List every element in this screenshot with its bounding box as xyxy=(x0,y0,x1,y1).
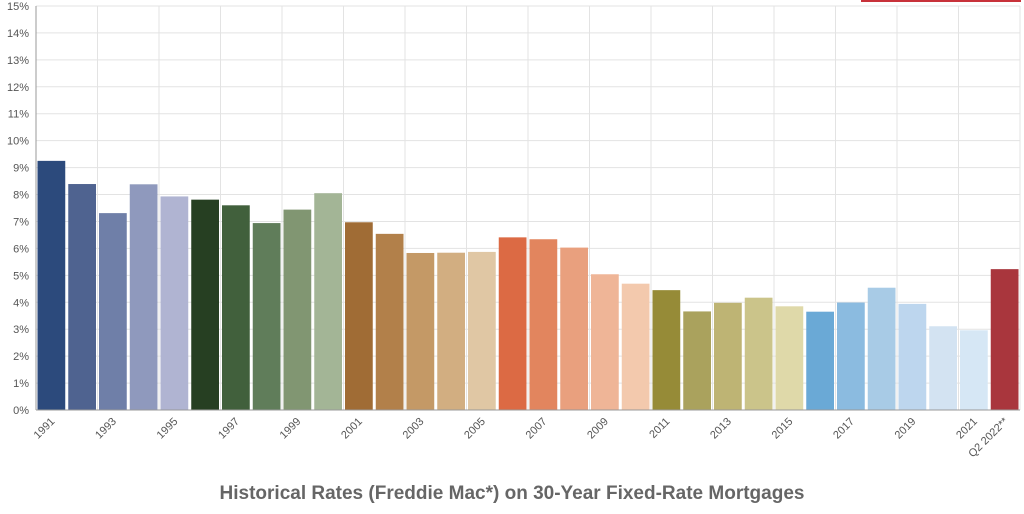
y-tick-label: 4% xyxy=(13,297,29,309)
bar-2002[interactable] xyxy=(375,233,404,410)
bar-1992[interactable] xyxy=(68,184,96,410)
chart-title: Historical Rates (Freddie Mac*) on 30-Ye… xyxy=(220,483,805,504)
x-tick-label: 2015 xyxy=(770,416,796,442)
bar-2006[interactable] xyxy=(498,237,527,410)
bar-1993[interactable] xyxy=(99,213,127,410)
bar-1994[interactable] xyxy=(129,184,158,410)
x-tick-label: 2001 xyxy=(339,416,365,442)
bar-1999[interactable] xyxy=(283,209,312,410)
y-tick-label: 13% xyxy=(7,55,29,67)
bar-2005[interactable] xyxy=(468,251,496,410)
y-tick-label: 1% xyxy=(13,378,29,390)
bar-1998[interactable] xyxy=(252,223,281,410)
bar-2012[interactable] xyxy=(683,311,711,410)
bar-2014[interactable] xyxy=(744,297,773,410)
y-tick-label: 11% xyxy=(8,109,29,121)
y-tick-label: 5% xyxy=(13,270,29,282)
x-tick-label: 2019 xyxy=(893,416,919,442)
bar-2019[interactable] xyxy=(898,303,927,410)
x-tick-label: 1995 xyxy=(155,416,181,442)
bar-2001[interactable] xyxy=(345,222,373,410)
bar-2011[interactable] xyxy=(652,290,681,410)
bar-1996[interactable] xyxy=(191,199,219,410)
bar-2016[interactable] xyxy=(806,311,834,410)
y-tick-label: 2% xyxy=(13,351,29,363)
x-tick-label: 2005 xyxy=(462,416,488,442)
y-tick-label: 10% xyxy=(7,136,29,148)
y-tick-label: 12% xyxy=(7,82,29,94)
bar-2007[interactable] xyxy=(529,239,558,410)
bar-2017[interactable] xyxy=(837,302,865,410)
x-tick-label: 2013 xyxy=(708,416,734,442)
bar-2009[interactable] xyxy=(591,274,619,410)
bar-1997[interactable] xyxy=(222,205,250,410)
bar-2003[interactable] xyxy=(406,252,435,410)
y-tick-label: 14% xyxy=(7,28,29,40)
top-accent-bar xyxy=(861,0,1021,2)
x-tick-label: 2021 xyxy=(954,416,980,442)
bar-Q2-2022[interactable] xyxy=(990,269,1019,410)
x-tick-label: 2011 xyxy=(647,416,672,441)
x-tick-label: 2003 xyxy=(401,416,427,442)
bar-1995[interactable] xyxy=(160,196,189,410)
x-tick-label: 1997 xyxy=(216,416,242,442)
x-tick-label: 2009 xyxy=(585,416,611,442)
y-tick-label: 7% xyxy=(13,216,29,228)
bar-2018[interactable] xyxy=(867,287,896,410)
bar-2020[interactable] xyxy=(929,326,957,410)
x-tick-label: 2007 xyxy=(524,416,550,442)
bar-2008[interactable] xyxy=(560,247,588,410)
y-tick-label: 0% xyxy=(13,405,29,417)
x-tick-label: 1991 xyxy=(32,416,58,442)
y-tick-label: 3% xyxy=(13,324,29,336)
bar-2021[interactable] xyxy=(960,330,988,410)
x-tick-label: 1999 xyxy=(278,416,304,442)
bar-2013[interactable] xyxy=(714,302,742,410)
x-tick-label: 2017 xyxy=(831,416,857,442)
bar-2000[interactable] xyxy=(314,193,342,410)
bars-layer xyxy=(37,160,1019,410)
bar-1991[interactable] xyxy=(37,160,66,410)
x-tick-label: 1993 xyxy=(93,416,119,442)
y-tick-label: 15% xyxy=(7,1,29,13)
y-tick-label: 8% xyxy=(13,190,29,202)
y-tick-label: 9% xyxy=(13,163,29,175)
bar-2004[interactable] xyxy=(437,252,465,410)
bar-2010[interactable] xyxy=(621,283,650,410)
y-tick-label: 6% xyxy=(13,243,29,255)
bar-2015[interactable] xyxy=(775,306,804,410)
